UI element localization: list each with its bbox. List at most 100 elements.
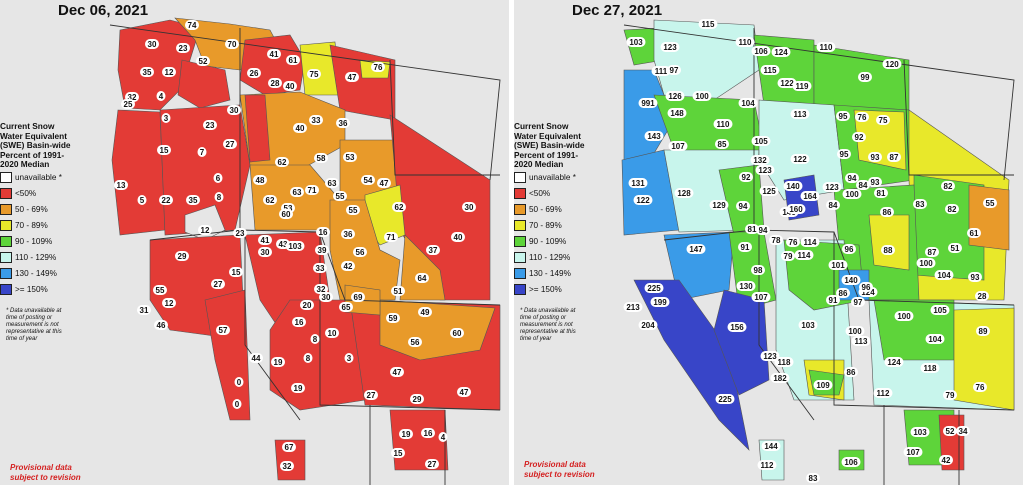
basin-value-text: 94: [759, 226, 768, 235]
basin-value-badge: [386, 313, 400, 323]
basin-value-text: 123: [758, 166, 772, 175]
basin-value-badge: [156, 91, 166, 101]
basin-value-label: 49: [418, 307, 432, 317]
basin-value-label: 47: [390, 367, 404, 377]
basin-value-badge: [800, 237, 820, 247]
basin-value-text: 107: [906, 448, 920, 457]
basin-value-text: 35: [189, 196, 198, 205]
basin-value-label: 30: [462, 202, 476, 212]
legend-swatch: [514, 188, 526, 199]
basin-value-badge: [798, 320, 818, 330]
basin-value-text: 28: [271, 79, 280, 88]
basin-value-text: 100: [845, 190, 859, 199]
basin-value-badge: [739, 172, 753, 182]
basin-value-badge: [399, 429, 413, 439]
basin-value-label: 5: [137, 195, 147, 205]
legend-item: 90 - 109%: [0, 234, 72, 250]
basin-value-label: 140: [783, 181, 803, 191]
basin-value-text: 110: [820, 43, 833, 52]
basin-value-label: 113: [851, 336, 871, 346]
basin-value-text: 27: [214, 280, 223, 289]
basin-value-badge: [197, 147, 207, 157]
basin-value-text: 128: [677, 189, 691, 198]
basin-value-label: 78: [769, 235, 783, 245]
basin-value-label: 109: [813, 380, 833, 390]
basin-value-text: 8: [313, 335, 318, 344]
basin-value-badge: [346, 205, 360, 215]
basin-value-text: 71: [387, 233, 396, 242]
basin-value-badge: [910, 427, 930, 437]
basin-value-label: 59: [386, 313, 400, 323]
basin-value-badge: [715, 139, 729, 149]
basin-value-text: 30: [465, 203, 474, 212]
basin-value-label: 81: [745, 224, 759, 234]
basin-value-text: 91: [829, 296, 838, 305]
legend-item: 90 - 109%: [514, 234, 586, 250]
basin-value-label: 13: [114, 180, 128, 190]
basin-value-label: 26: [247, 68, 261, 78]
basin-value-text: 129: [712, 201, 726, 210]
basin-value-badge: [751, 292, 771, 302]
basin-value-label: 61: [286, 55, 300, 65]
basin-value-badge: [771, 47, 791, 57]
basin-value-text: 16: [319, 228, 328, 237]
basin-nm: [389, 409, 449, 471]
basin-value-text: 19: [274, 358, 283, 367]
basin-value-label: 40: [293, 123, 307, 133]
basin-value-badge: [345, 72, 359, 82]
basin-value-badge: [894, 311, 914, 321]
basin-value-badge: [286, 55, 300, 65]
basin-value-badge: [290, 187, 304, 197]
basin-value-text: 164: [803, 192, 817, 201]
legend-swatch: [0, 220, 12, 231]
basin-value-badge: [384, 232, 398, 242]
basin-value-label: 0: [232, 399, 242, 409]
basin-value-text: 41: [270, 50, 279, 59]
basin-value-badge: [836, 111, 850, 121]
basin-value-text: 130: [739, 282, 753, 291]
basin-value-badge: [745, 224, 759, 234]
basin-value-text: 55: [336, 192, 345, 201]
basin-value-badge: [157, 145, 171, 155]
basin-value-text: 112: [877, 389, 890, 398]
basin-value-badge: [425, 459, 439, 469]
basin-value-badge: [159, 195, 173, 205]
legend-item: <50%: [514, 186, 586, 202]
basin-value-badge: [855, 112, 869, 122]
basin-value-badge: [755, 165, 775, 175]
basin-value-label: 182: [770, 373, 790, 383]
basin-value-badge: [371, 62, 385, 72]
basin-value-badge: [887, 152, 901, 162]
basin-value-label: 106: [751, 46, 771, 56]
basin-value-text: 29: [413, 395, 422, 404]
basin-value-badge: [881, 245, 895, 255]
basin-value-text: 79: [784, 252, 793, 261]
basin-value-text: 204: [641, 321, 655, 330]
basin-value-label: 33: [309, 115, 323, 125]
basin-value-text: 94: [848, 174, 857, 183]
basin-value-label: 27: [364, 390, 378, 400]
basin-value-badge: [841, 275, 861, 285]
basin-value-text: 147: [689, 245, 703, 254]
basin-value-badge: [826, 200, 840, 210]
basin-value-text: 76: [789, 238, 798, 247]
basin-value-label: 20: [300, 300, 314, 310]
basin-value-badge: [293, 123, 307, 133]
basin-value-text: 54: [364, 176, 373, 185]
basin-value-badge: [457, 387, 471, 397]
basin-value-label: 29: [175, 251, 189, 261]
basin-value-text: 87: [890, 153, 899, 162]
legend-swatch: [514, 220, 526, 231]
basin-value-text: 63: [328, 179, 337, 188]
basin-value-text: 30: [148, 40, 157, 49]
basin-value-label: 92: [852, 132, 866, 142]
basin-ca-sierra: [204, 289, 251, 421]
basin-value-label: 97: [667, 65, 681, 75]
basin-value-badge: [774, 357, 794, 367]
basin-value-label: 15: [157, 145, 171, 155]
basin-value-text: 36: [339, 119, 348, 128]
basin-value-label: 55: [333, 191, 347, 201]
basin-value-label: 27: [425, 459, 439, 469]
basin-value-text: 40: [286, 82, 295, 91]
basin-value-text: 49: [421, 308, 430, 317]
